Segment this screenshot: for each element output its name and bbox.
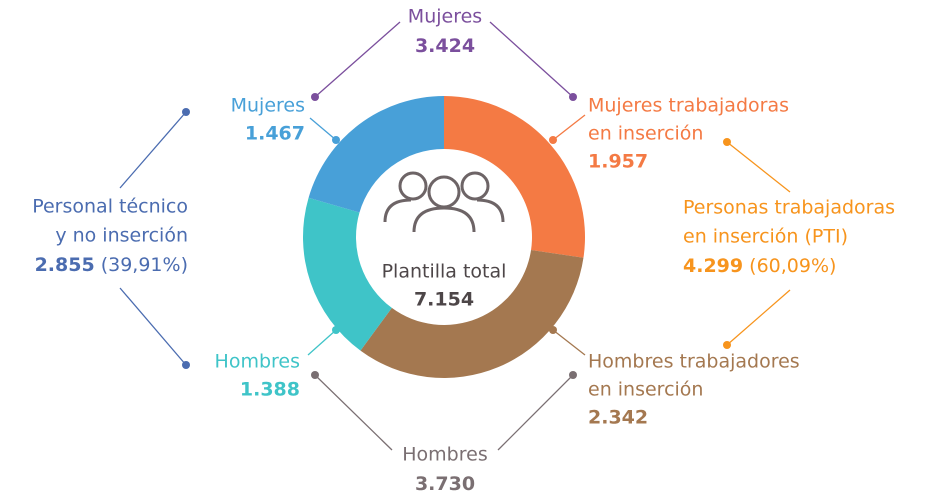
connector [119, 287, 187, 366]
group-total: 3.424 [415, 35, 475, 57]
segment-value: 2.342 [588, 407, 648, 429]
dot [311, 371, 319, 379]
segment-label: en inserción [588, 123, 703, 145]
center-label: Plantilla total [382, 261, 507, 283]
dot [182, 108, 190, 116]
group-total: 4.299 [683, 255, 743, 277]
group-value: 3.424 [415, 35, 475, 57]
dot [723, 341, 731, 349]
connector [726, 289, 791, 346]
group-value: 3.730 [415, 473, 475, 494]
people-icon [383, 171, 505, 233]
dot [549, 136, 557, 144]
donut [303, 96, 585, 379]
segment-label: Hombres trabajadores [588, 351, 800, 373]
segment-value: 1.957 [588, 151, 648, 173]
group-percent: (39,91%) [101, 254, 188, 276]
dot [332, 136, 340, 144]
slice [308, 96, 444, 213]
group-total: 2.855 [35, 254, 95, 276]
connector [119, 111, 187, 189]
segment-label: Mujeres [231, 95, 305, 117]
connector [552, 329, 586, 356]
group-percent: (60,09%) [749, 255, 836, 277]
dot [569, 371, 577, 379]
group-total: 3.730 [415, 473, 475, 494]
connector [307, 329, 337, 356]
connector [489, 21, 574, 98]
group-label: Hombres [402, 444, 487, 466]
segment-label: Hombres [215, 351, 300, 373]
group-label: Personas trabajadoras [683, 197, 895, 219]
segment-value: 1.388 [240, 379, 300, 401]
group-label: Mujeres [408, 6, 482, 28]
slice [360, 249, 584, 379]
connector [314, 374, 393, 451]
segment-value: 1.467 [245, 123, 305, 145]
dot [182, 361, 190, 369]
group-label: Personal técnico [32, 196, 188, 218]
connector [552, 114, 586, 141]
segment-label: en inserción [588, 379, 703, 401]
center-value: 7.154 [414, 289, 474, 311]
dot [569, 93, 577, 101]
connector [309, 117, 337, 141]
group-label: y no inserción [55, 225, 188, 247]
group-value: 4.299 (60,09%) [683, 255, 836, 277]
connectors [119, 21, 791, 451]
dot [311, 93, 319, 101]
dot [723, 138, 731, 146]
slice [444, 96, 585, 258]
segment-label: Mujeres trabajadoras [588, 95, 789, 117]
group-label: en inserción (PTI) [683, 226, 848, 248]
slice [303, 197, 392, 351]
connector [314, 21, 401, 98]
connector [497, 374, 574, 451]
connector [726, 141, 791, 193]
group-value: 2.855 (39,91%) [35, 254, 188, 276]
